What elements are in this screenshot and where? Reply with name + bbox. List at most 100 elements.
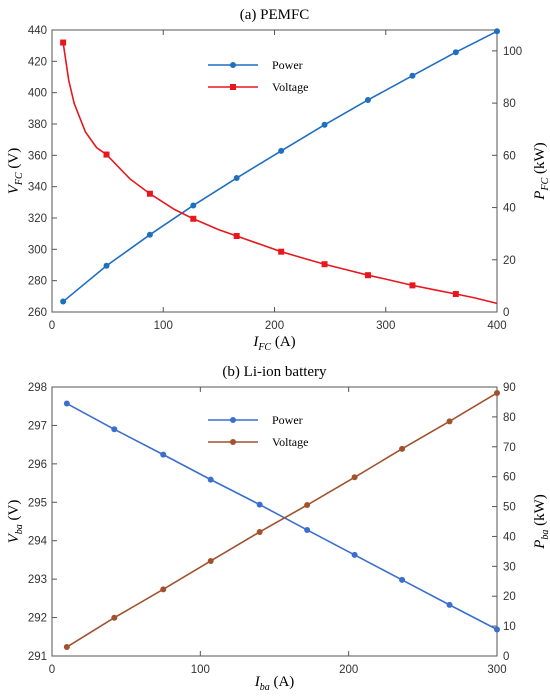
y-right-axis-label-main: P [532, 540, 548, 550]
data-point-power [111, 426, 118, 433]
y-left-axis-label-main: V [6, 183, 22, 194]
data-point-voltage [146, 190, 153, 197]
y-right-tick-label: 80 [503, 412, 516, 424]
y-left-tick-label: 420 [28, 56, 47, 68]
y-right-tick-label: 60 [503, 150, 516, 162]
y-left-tick-label: 440 [28, 25, 47, 37]
y-right-tick-label: 10 [503, 621, 516, 633]
y-left-tick-label: 400 [28, 88, 47, 100]
data-point-power [452, 49, 459, 56]
y-right-axis-label-unit: (kW) [532, 142, 548, 177]
y-left-tick-label: 320 [28, 213, 47, 225]
y-left-axis-label-main: V [6, 532, 22, 543]
y-left-tick-label: 297 [28, 420, 47, 432]
legend-label-voltage: Voltage [272, 435, 308, 449]
data-point-voltage [304, 502, 311, 509]
y-left-tick-label: 292 [28, 613, 47, 625]
data-point-power [446, 601, 453, 608]
y-left-tick-label: 280 [28, 276, 47, 288]
y-right-axis-label: PFC (kW) [532, 142, 550, 200]
series-line-power [66, 402, 498, 631]
x-tick-label: 300 [487, 664, 506, 676]
x-tick-label: 300 [376, 320, 395, 332]
legend-marker-voltage [230, 84, 236, 90]
y-right-tick-label: 0 [503, 307, 509, 319]
data-point-power [60, 298, 67, 305]
y-left-tick-label: 340 [28, 182, 47, 194]
y-left-axis-label: VFC (V) [6, 148, 25, 195]
y-right-tick-label: 40 [503, 203, 516, 215]
data-point-voltage [207, 557, 214, 564]
x-axis-label-unit: (A) [270, 674, 295, 690]
data-point-power [321, 121, 328, 128]
y-right-axis-label-sub: ba [540, 530, 550, 540]
data-point-voltage [60, 39, 67, 46]
x-tick-label: 200 [339, 664, 358, 676]
data-point-voltage [446, 418, 453, 425]
data-point-power [63, 400, 70, 407]
data-point-voltage [399, 445, 406, 452]
data-point-voltage [351, 474, 358, 481]
data-point-power [494, 28, 500, 35]
y-left-tick-label: 296 [28, 459, 47, 471]
chart-title: (a) PEMFC [240, 7, 310, 23]
data-point-power [351, 551, 358, 558]
data-point-voltage [111, 614, 118, 621]
data-point-power [103, 262, 110, 269]
data-point-power [190, 202, 197, 209]
data-point-voltage [409, 282, 416, 289]
legend-marker-power [230, 417, 236, 423]
y-left-tick-label: 260 [28, 307, 47, 319]
y-left-axis-label-unit: (V) [6, 500, 22, 525]
x-axis-label-sub: ba [260, 682, 270, 693]
data-point-voltage [278, 248, 285, 255]
x-tick-label: 400 [487, 320, 506, 332]
x-tick-label: 0 [49, 320, 55, 332]
plot-frame [51, 29, 498, 313]
y-left-tick-label: 300 [28, 244, 47, 256]
data-point-power [304, 526, 311, 533]
y-right-tick-label: 0 [503, 651, 509, 663]
legend-label-power: Power [272, 413, 303, 427]
y-left-axis-label-sub: FC [14, 172, 25, 186]
series-line-voltage [66, 392, 498, 648]
y-right-axis-label-main: P [532, 191, 548, 201]
data-point-voltage [160, 586, 167, 593]
y-right-tick-label: 100 [503, 46, 522, 58]
y-right-axis-label: Pba (kW) [532, 494, 550, 550]
y-right-tick-label: 20 [503, 255, 516, 267]
y-left-tick-label: 380 [28, 119, 47, 131]
y-left-tick-label: 291 [28, 651, 47, 663]
y-right-tick-label: 70 [503, 442, 516, 454]
y-left-tick-label: 295 [28, 497, 47, 509]
y-left-axis-label-sub: ba [14, 524, 25, 534]
data-point-power [278, 147, 285, 154]
y-right-tick-label: 30 [503, 561, 516, 573]
data-point-voltage [452, 290, 459, 297]
data-point-voltage [494, 389, 500, 396]
y-left-tick-label: 294 [28, 536, 48, 548]
x-axis-label-sub: FC [257, 342, 271, 353]
data-point-power [233, 175, 240, 182]
x-tick-label: 0 [49, 664, 55, 676]
x-axis-label: IFC (A) [252, 334, 295, 353]
data-point-power [409, 72, 416, 79]
data-point-power [256, 501, 263, 508]
x-axis-label: Iba (A) [254, 674, 295, 693]
chart-title: (b) Li-ion battery [222, 364, 327, 380]
data-point-power [399, 576, 406, 583]
data-point-voltage [63, 644, 70, 651]
data-point-power [146, 231, 153, 238]
y-right-axis-label-sub: FC [540, 177, 550, 191]
y-right-tick-label: 50 [503, 502, 516, 514]
data-point-voltage [321, 261, 328, 268]
data-point-power [207, 476, 214, 483]
y-right-tick-label: 20 [503, 591, 516, 603]
y-left-tick-label: 293 [28, 574, 47, 586]
y-right-axis-label-unit: (kW) [532, 494, 548, 529]
data-point-power [160, 451, 167, 458]
y-left-tick-label: 360 [28, 150, 47, 162]
